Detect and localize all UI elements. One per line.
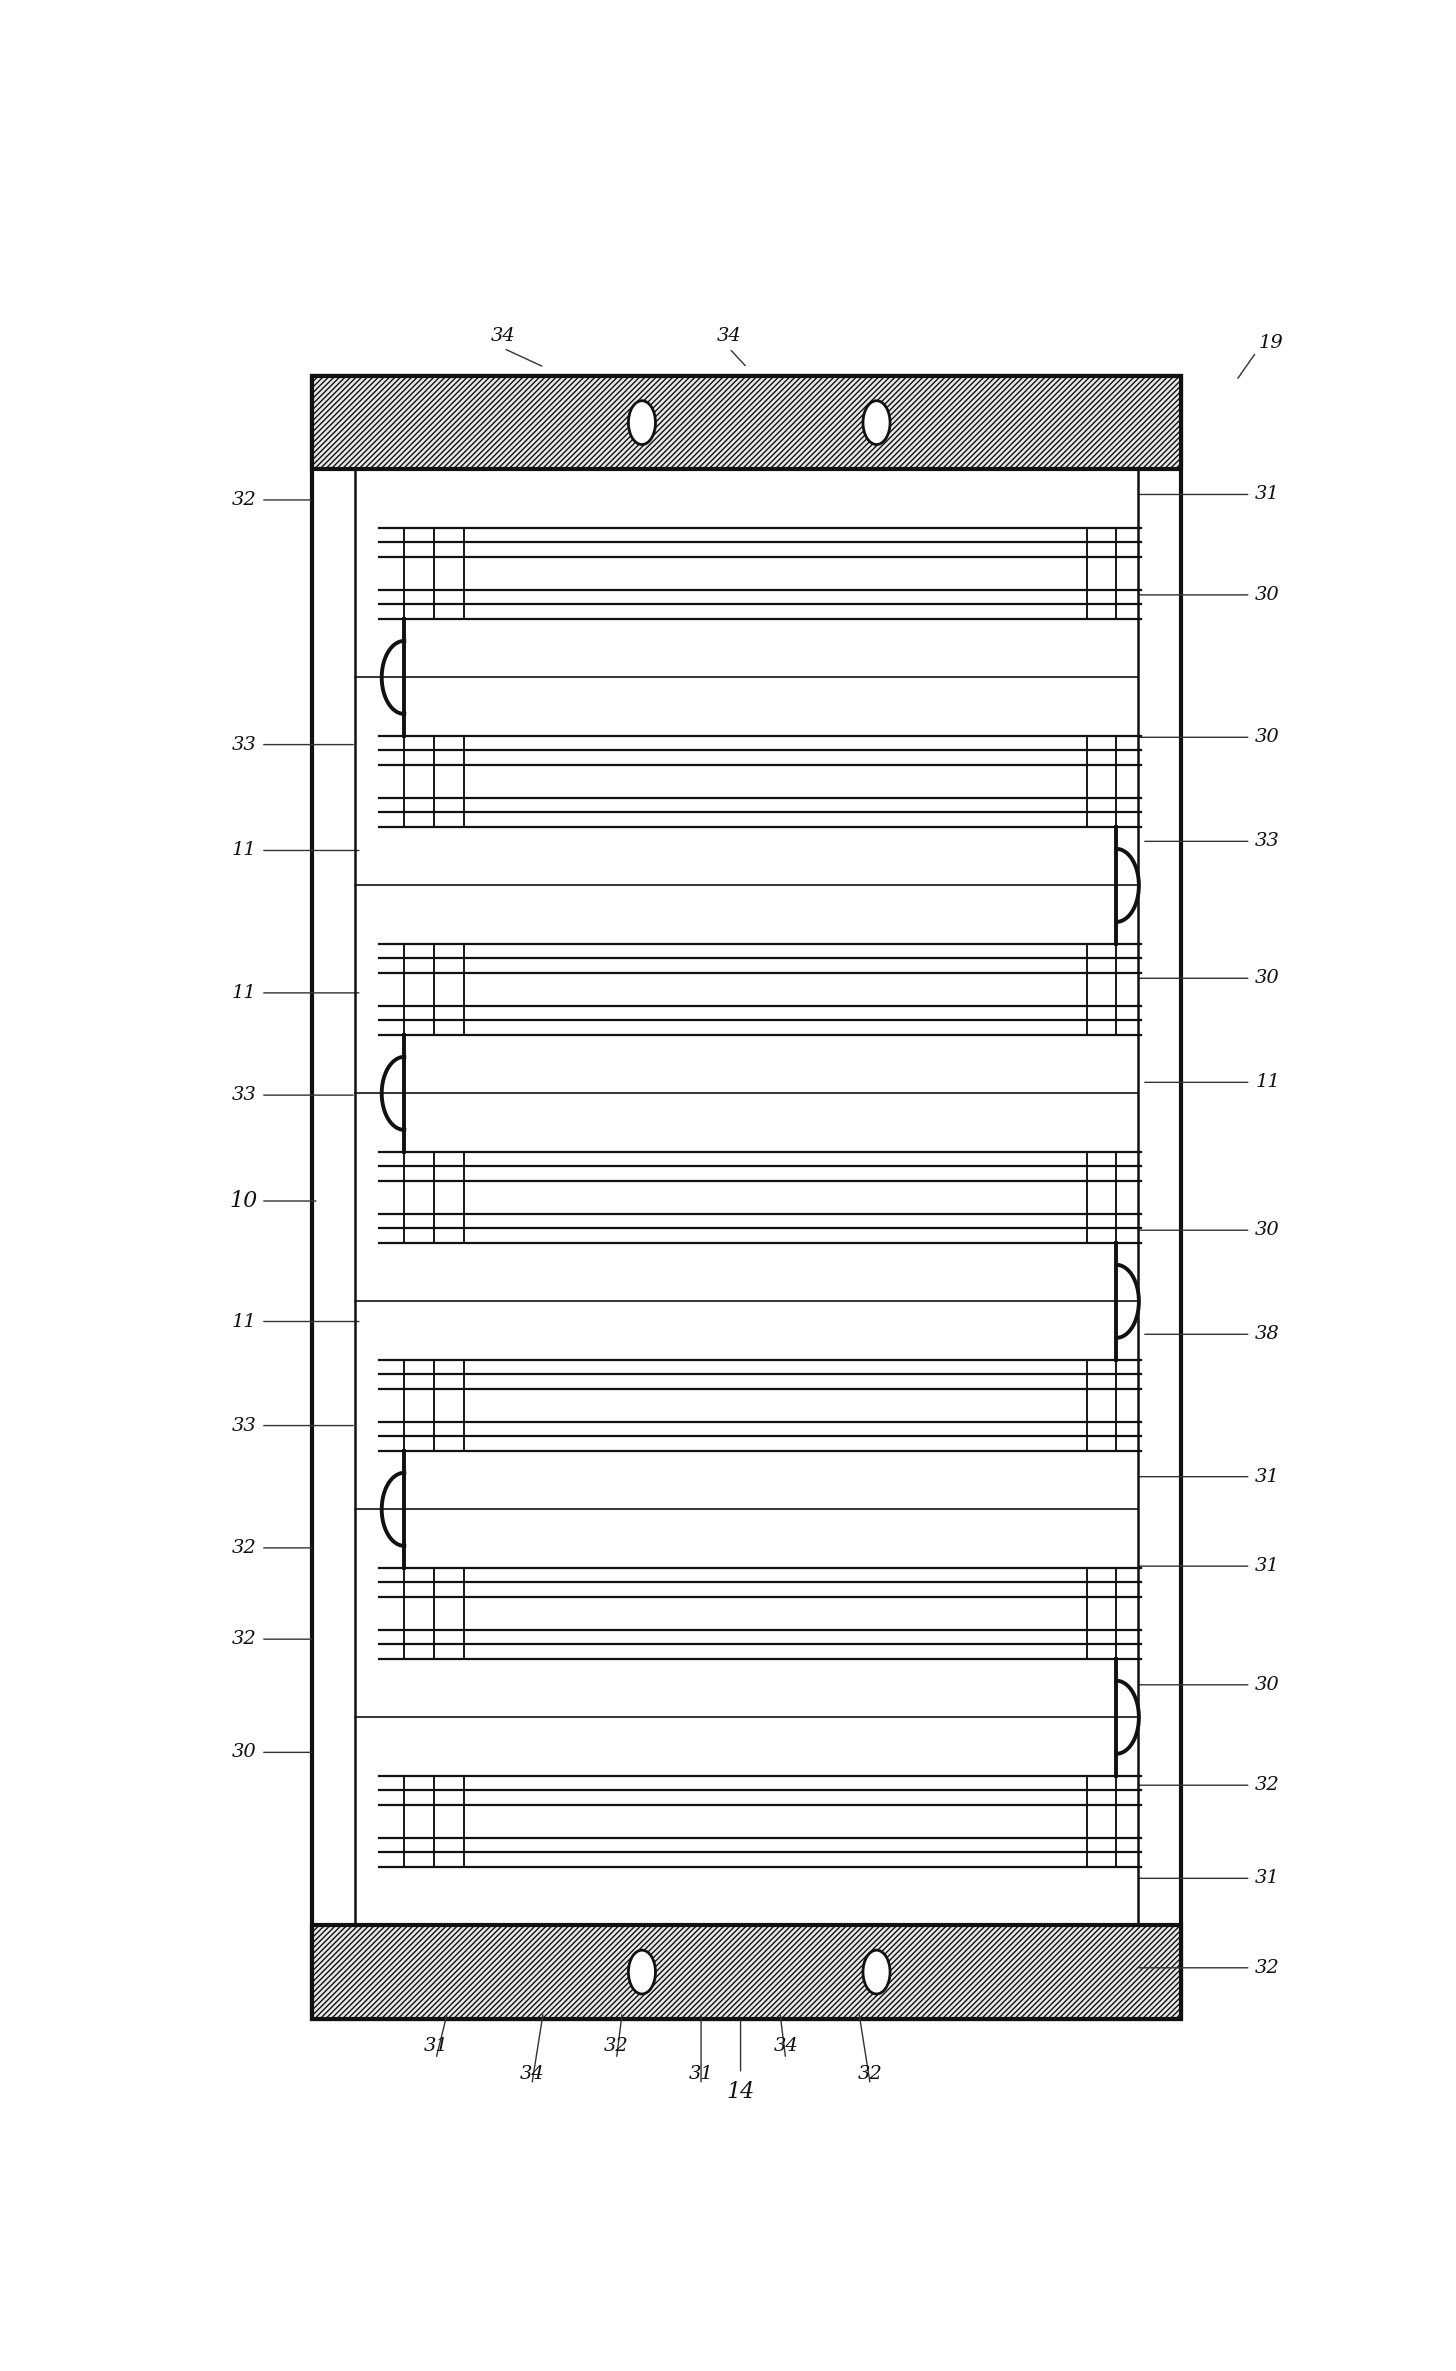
Text: 32: 32 <box>232 491 256 510</box>
Text: 19: 19 <box>1258 334 1283 351</box>
Bar <box>312 1925 1181 2020</box>
Text: 31: 31 <box>1255 1558 1280 1574</box>
Bar <box>312 375 1181 469</box>
Bar <box>312 375 1181 2020</box>
Text: 33: 33 <box>232 1415 256 1434</box>
Text: 30: 30 <box>1255 970 1280 986</box>
Circle shape <box>863 1951 890 1994</box>
Text: 34: 34 <box>520 2065 545 2082</box>
Text: 31: 31 <box>1255 1868 1280 1887</box>
Text: 30: 30 <box>1255 728 1280 747</box>
Text: 10: 10 <box>230 1190 258 1212</box>
Text: 32: 32 <box>232 1631 256 1648</box>
Circle shape <box>629 401 655 443</box>
Text: 33: 33 <box>1255 832 1280 851</box>
Text: 11: 11 <box>232 984 256 1003</box>
Text: 32: 32 <box>858 2065 882 2082</box>
Text: 11: 11 <box>232 842 256 858</box>
Text: 32: 32 <box>1255 1958 1280 1977</box>
Text: 30: 30 <box>1255 586 1280 605</box>
Text: 38: 38 <box>1255 1325 1280 1344</box>
Text: 31: 31 <box>1255 1468 1280 1487</box>
Text: 30: 30 <box>1255 1221 1280 1240</box>
Text: 30: 30 <box>232 1743 256 1762</box>
Text: 31: 31 <box>689 2065 713 2082</box>
Text: 31: 31 <box>1255 486 1280 503</box>
Circle shape <box>629 1951 655 1994</box>
Circle shape <box>863 401 890 443</box>
Text: 11: 11 <box>232 1314 256 1330</box>
Text: 14: 14 <box>727 2082 754 2103</box>
Text: 34: 34 <box>773 2037 798 2056</box>
Text: 31: 31 <box>424 2037 448 2056</box>
Text: 32: 32 <box>1255 1776 1280 1795</box>
Text: 32: 32 <box>604 2037 629 2056</box>
Text: 33: 33 <box>232 735 256 754</box>
Text: 11: 11 <box>1255 1074 1280 1091</box>
Text: 32: 32 <box>232 1539 256 1558</box>
Text: 33: 33 <box>232 1086 256 1105</box>
Text: 30: 30 <box>1255 1676 1280 1693</box>
Text: 34: 34 <box>491 327 515 344</box>
Text: 34: 34 <box>716 327 741 344</box>
